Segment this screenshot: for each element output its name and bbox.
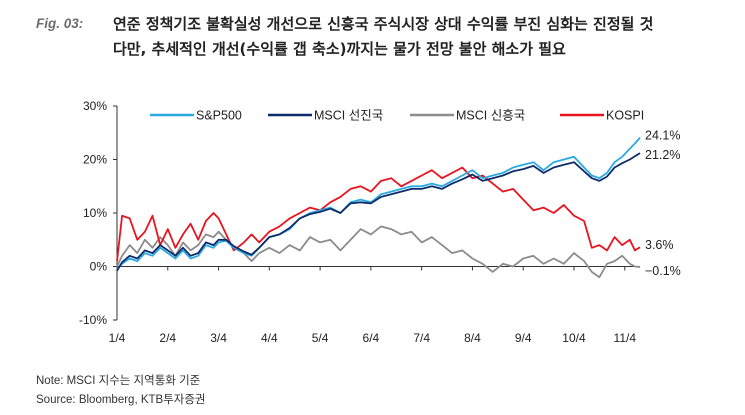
- series-end-label-3: 3.6%: [645, 238, 674, 252]
- x-tick-label-6: 7/4: [413, 331, 430, 345]
- x-tick-label-8: 9/4: [515, 331, 532, 345]
- y-tick-label-4: 30%: [83, 99, 107, 113]
- y-tick-label-3: 20%: [83, 153, 107, 167]
- figure-note: Note: MSCI 지수는 지역통화 기준: [36, 375, 201, 387]
- figure-label: Fig. 03:: [36, 16, 84, 31]
- x-tick-label-2: 3/4: [210, 331, 227, 345]
- y-tick-label-0: -10%: [79, 313, 107, 327]
- legend-label-3: KOSPI: [606, 109, 644, 123]
- x-tick-label-3: 4/4: [261, 331, 278, 345]
- series-end-label-1: 21.2%: [645, 148, 680, 162]
- x-tick-label-9: 10/4: [562, 331, 586, 345]
- series-end-label-0: 24.1%: [645, 129, 680, 143]
- x-tick-label-0: 1/4: [109, 331, 126, 345]
- series-line-0: [116, 137, 641, 270]
- x-tick-label-10: 11/4: [614, 331, 637, 345]
- series-line-2: [116, 225, 641, 279]
- y-tick-label-2: 10%: [83, 206, 107, 220]
- legend-label-0: S&P500: [196, 109, 242, 123]
- legend-label-1: MSCI 선진국: [314, 109, 383, 123]
- figure-title-line2: 다만, 추세적인 개선(수익률 갭 축소)까지는 물가 전망 불안 해소가 필요: [113, 40, 566, 58]
- figure-source: Source: Bloomberg, KTB투자증권: [36, 394, 206, 406]
- series-line-1: [116, 152, 641, 272]
- x-tick-label-7: 8/4: [464, 331, 481, 345]
- series-end-label-2: −0.1%: [645, 264, 681, 278]
- y-tick-label-1: 0%: [90, 260, 108, 274]
- x-tick-label-5: 6/4: [363, 331, 380, 345]
- series-line-3: [116, 166, 641, 262]
- x-tick-label-1: 2/4: [159, 331, 176, 345]
- figure-title-line1: 연준 정책기조 불확실성 개선으로 신흥국 주식시장 상대 수익률 부진 심화는…: [113, 15, 654, 33]
- x-tick-label-4: 5/4: [312, 331, 329, 345]
- legend-label-2: MSCI 신흥국: [456, 109, 525, 123]
